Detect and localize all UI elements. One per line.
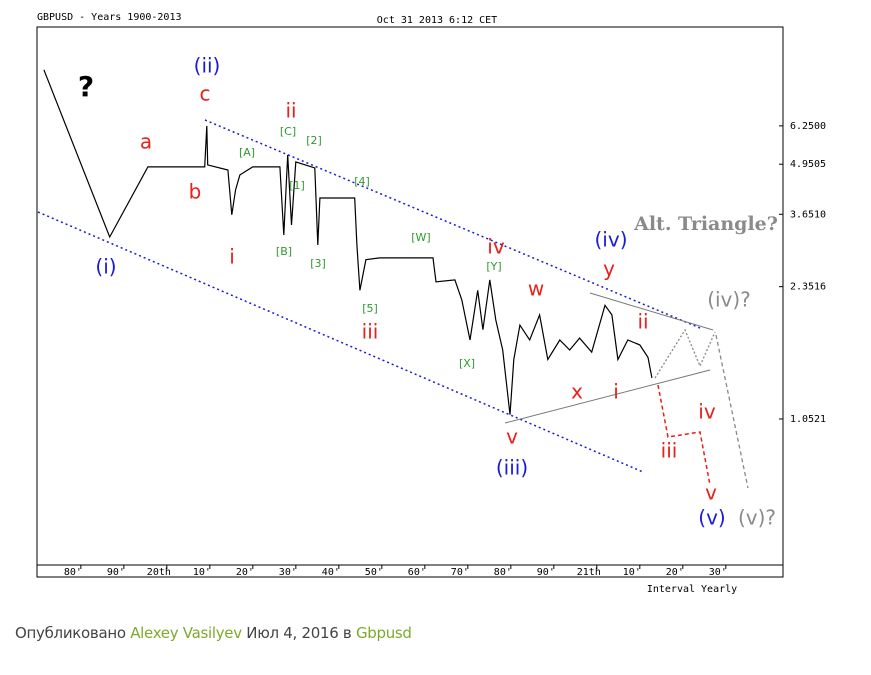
x-tick-label: 50' [365,567,383,578]
wave-label: b [189,180,202,204]
wave-label: a [140,130,152,154]
tag-link[interactable]: Gbpusd [355,624,412,642]
x-tick-label: 10' [623,567,641,578]
wave-label: [C] [280,125,296,138]
red-projection [657,384,711,486]
wave-label: [A] [239,146,255,159]
footer-in: в [342,624,352,642]
footer-date: Июл 4, 2016 [246,624,339,642]
wave-label: (iii) [496,456,528,480]
wave-label: y [603,257,615,281]
wave-label: (iv) [595,228,628,252]
x-tick-label: 70' [451,567,469,578]
wave-label: [1] [289,179,305,192]
wave-label: ? [78,70,94,103]
wave-label: iv [487,235,505,259]
footer-prefix: Опубликовано [15,624,126,642]
triangle-projection [654,328,716,379]
chart-subtitle: Oct 31 2013 6:12 CET [377,15,497,26]
wave-label: i [613,380,619,404]
wave-label: [W] [411,231,430,244]
wave-label: v [705,481,717,505]
triangle-upper [589,292,714,331]
x-tick-label: 21th [577,567,601,578]
x-tick-label: 80' [494,567,512,578]
x-tick-label: 40' [322,567,340,578]
wave-label: [5] [362,302,378,315]
x-tick-label: 20' [666,567,684,578]
y-tick-label: 4.9505 [790,159,826,170]
wave-label: c [200,82,211,106]
wave-label: iii [661,439,678,463]
x-axis-label: Interval Yearly [647,584,737,595]
x-tick-label: 30' [709,567,727,578]
chart-title: GBPUSD - Years 1900-2013 [37,12,182,23]
x-tick-label: 60' [408,567,426,578]
wave-label: (v)? [738,506,776,530]
wave-label: w [528,277,544,301]
y-tick-label: 3.6510 [790,209,826,220]
wave-label: ii [637,310,648,334]
wave-label: iv [698,400,716,424]
x-tick-label: 20th [147,567,171,578]
x-tick-label: 90' [537,567,555,578]
x-tick-label: 80' [64,567,82,578]
wave-label: v [506,425,518,449]
plot-frame [36,26,784,578]
y-tick-label: 2.3516 [790,282,826,293]
wave-label: i [229,245,235,269]
wave-label: [4] [354,175,370,188]
y-tick-label: 6.2500 [790,121,826,132]
y-tick-label: 1.0521 [790,414,826,425]
price-line [43,69,653,415]
wave-label: iii [362,320,379,344]
x-tick-label: 30' [279,567,297,578]
wave-label: [Y] [486,260,501,273]
wave-label: (iv)? [707,288,751,312]
x-tick-label: 90' [107,567,125,578]
wave-label: [X] [459,357,475,370]
triangle-lower [504,369,711,424]
wave-label: Alt. Triangle? [633,213,778,235]
footer: Опубликовано Alexey Vasilyev Июл 4, 2016… [15,624,412,642]
wave-label: [B] [276,245,292,258]
wave-label: [2] [306,134,322,147]
author-link[interactable]: Alexey Vasilyev [130,624,242,642]
chart: GBPUSD - Years 1900-2013 Oct 31 2013 6:1… [36,12,826,595]
wave-label: (ii) [194,54,221,78]
wave-label: [3] [310,257,326,270]
x-tick-label: 20' [236,567,254,578]
wave-label: (i) [95,255,116,279]
gray-projection [715,334,749,489]
x-tick-label: 10' [193,567,211,578]
wave-label: x [571,380,583,404]
wave-label: ii [285,99,296,123]
wave-label: (v) [698,506,725,530]
